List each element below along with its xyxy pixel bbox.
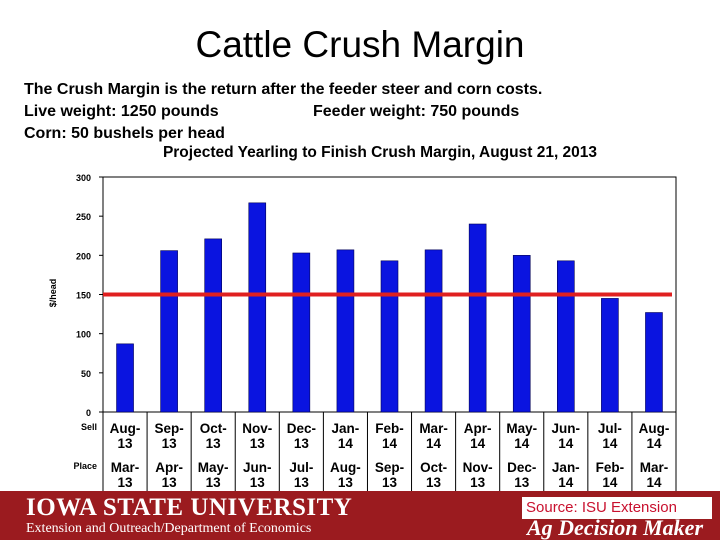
place-year-label: 13 (118, 475, 134, 490)
bar (204, 238, 222, 413)
sell-month-label: Sep- (154, 421, 183, 436)
place-month-label: Jan- (552, 460, 580, 475)
y-tick-label: 200 (76, 251, 91, 261)
sell-year-label: 13 (118, 436, 134, 451)
place-year-label: 14 (558, 475, 574, 490)
sell-year-label: 14 (514, 436, 530, 451)
university-logo: IOWA STATE UNIVERSITY (26, 494, 353, 521)
source-text: Source: ISU Extension (526, 499, 677, 516)
place-month-label: Mar- (111, 460, 140, 475)
sell-year-label: 14 (338, 436, 354, 451)
chart-title: Projected Yearling to Finish Crush Margi… (163, 144, 597, 161)
sell-month-label: Aug- (110, 421, 141, 436)
bar (601, 298, 619, 413)
y-tick-label: 150 (76, 291, 91, 301)
place-month-label: Feb- (596, 460, 625, 475)
place-year-label: 13 (470, 475, 486, 490)
live-weight-text: Live weight: 1250 pounds (24, 103, 219, 120)
sell-month-label: Mar- (419, 421, 448, 436)
y-tick-label: 300 (76, 173, 91, 183)
place-year-label: 13 (294, 475, 310, 490)
place-month-label: Jun- (243, 460, 272, 475)
bar (512, 255, 531, 413)
slide-title: Cattle Crush Margin (195, 24, 525, 65)
place-year-label: 13 (338, 475, 354, 490)
sell-year-label: 13 (294, 436, 310, 451)
place-month-label: Sep- (375, 460, 404, 475)
place-year-label: 13 (426, 475, 442, 490)
y-tick-label: 50 (81, 369, 91, 379)
place-year-label: 13 (162, 475, 178, 490)
description-line: The Crush Margin is the return after the… (24, 81, 543, 98)
sell-month-label: Nov- (242, 421, 272, 436)
bar (557, 260, 575, 413)
y-tick-label: 0 (86, 408, 91, 418)
y-tick-label: 250 (76, 212, 91, 222)
sell-year-label: 14 (602, 436, 618, 451)
place-month-label: Nov- (463, 460, 493, 475)
crush-margin-chart: Projected Yearling to Finish Crush Margi… (48, 144, 677, 491)
bar (468, 223, 487, 413)
place-month-label: May- (198, 460, 229, 475)
bar (336, 249, 355, 413)
sell-year-label: 14 (382, 436, 398, 451)
place-year-label: 13 (206, 475, 222, 490)
source-box (522, 497, 712, 519)
sell-month-label: Jan- (332, 421, 360, 436)
ag-decision-maker-logo: Ag Decision Maker (527, 515, 703, 540)
y-axis-label: $/head (48, 279, 58, 308)
sell-year-label: 14 (646, 436, 662, 451)
place-year-label: 14 (602, 475, 618, 490)
sell-year-label: 14 (470, 436, 486, 451)
sell-month-label: Oct- (200, 421, 227, 436)
place-month-label: Aug- (330, 460, 361, 475)
place-year-label: 13 (250, 475, 266, 490)
bar (116, 343, 134, 413)
sell-year-label: 13 (250, 436, 266, 451)
sell-month-label: Jul- (598, 421, 622, 436)
bar (292, 252, 311, 413)
place-month-label: Jul- (289, 460, 313, 475)
sell-month-label: Aug- (639, 421, 670, 436)
bar (424, 249, 443, 413)
bar (248, 202, 267, 413)
place-month-label: Apr- (155, 460, 183, 475)
place-month-label: Mar- (640, 460, 669, 475)
place-year-label: 13 (382, 475, 398, 490)
sell-year-label: 14 (558, 436, 574, 451)
place-year-label: 14 (646, 475, 662, 490)
sell-row-label: Sell (81, 422, 97, 432)
sell-month-label: May- (506, 421, 537, 436)
sell-month-label: Feb- (375, 421, 404, 436)
corn-text: Corn: 50 bushels per head (24, 125, 225, 142)
bar (645, 312, 663, 413)
place-month-label: Dec- (507, 460, 536, 475)
sell-year-label: 13 (162, 436, 178, 451)
place-year-label: 13 (514, 475, 530, 490)
place-month-label: Oct- (420, 460, 447, 475)
feeder-weight-text: Feeder weight: 750 pounds (313, 103, 520, 120)
y-tick-label: 100 (76, 330, 91, 340)
sell-month-label: Jun- (552, 421, 581, 436)
sell-month-label: Dec- (287, 421, 316, 436)
sell-year-label: 14 (426, 436, 442, 451)
bar (160, 250, 178, 413)
sell-month-label: Apr- (464, 421, 492, 436)
department-text: Extension and Outreach/Department of Eco… (26, 521, 312, 536)
bar (380, 260, 399, 413)
sell-year-label: 13 (206, 436, 222, 451)
place-row-label: Place (73, 461, 97, 471)
